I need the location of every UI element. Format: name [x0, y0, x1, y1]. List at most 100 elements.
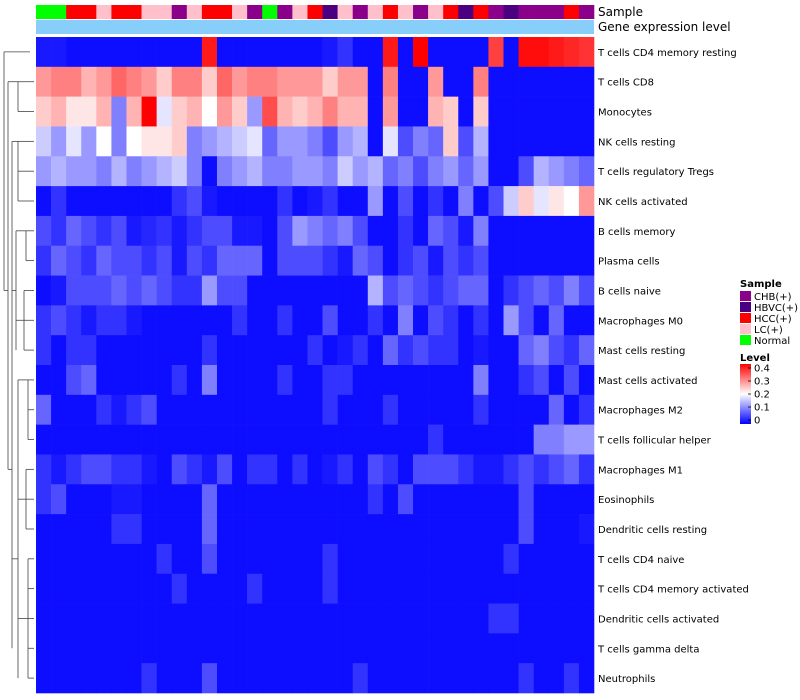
heatmap-cell [322, 365, 338, 396]
legend: Sample CHB(+)HBVC(+)HCC(+)LC(+)Normal Leve… [740, 279, 798, 427]
heatmap-cell [352, 424, 369, 455]
heatmap-cell [232, 454, 248, 485]
heatmap-cell [247, 37, 263, 68]
heatmap-cell [51, 603, 67, 634]
heatmap-cell [413, 454, 429, 485]
heatmap-cell [201, 156, 218, 187]
heatmap-cell [277, 215, 293, 247]
heatmap-cell [247, 454, 263, 485]
heatmap-cell [428, 37, 444, 68]
heatmap-cell [81, 633, 97, 664]
heatmap-cell [216, 275, 233, 306]
gene-expression-annotation-bar [36, 20, 594, 34]
heatmap-cell [216, 66, 233, 97]
sample-annotation-cell [36, 5, 52, 19]
heatmap-cell [201, 514, 218, 545]
sample-legend-swatch [740, 291, 751, 301]
heatmap-cell [413, 514, 429, 545]
heatmap-cell [322, 335, 338, 366]
heatmap-cell [171, 603, 188, 634]
heatmap-cell [216, 573, 233, 604]
heatmap-cell [473, 365, 489, 396]
heatmap-cell [262, 365, 278, 396]
heatmap-cell [488, 126, 504, 157]
heatmap-cell [382, 275, 399, 306]
heatmap-cell [352, 603, 369, 634]
heatmap-cell [473, 66, 489, 97]
heatmap-cell [292, 573, 308, 604]
heatmap-cell [473, 335, 489, 366]
heatmap-cell [277, 126, 293, 157]
heatmap-cell [473, 454, 489, 485]
heatmap-cell [352, 394, 369, 425]
heatmap-cell [352, 573, 369, 604]
heatmap-cell [428, 275, 444, 306]
heatmap-cell [548, 514, 565, 545]
heatmap-cell [201, 245, 218, 276]
heatmap-cell [533, 663, 550, 694]
heatmap-cell [81, 335, 97, 366]
heatmap-cell [186, 514, 203, 545]
heatmap-cell [533, 245, 550, 276]
heatmap-cell [518, 186, 534, 217]
heatmap-cell [126, 573, 142, 604]
heatmap-cell [397, 424, 414, 455]
heatmap-cell [111, 66, 127, 97]
heatmap-cell [548, 37, 565, 68]
heatmap-cell [277, 365, 293, 396]
heatmap-cell [322, 663, 338, 694]
heatmap-cell [292, 66, 308, 97]
heatmap-cell [548, 573, 565, 604]
heatmap-cell [413, 603, 429, 634]
heatmap-cell [111, 245, 127, 276]
heatmap-cell [292, 394, 308, 425]
heatmap-cell [382, 573, 399, 604]
heatmap-cell [397, 335, 414, 366]
heatmap-cell [156, 543, 173, 575]
heatmap-cell [322, 275, 338, 306]
heatmap-cell [458, 126, 474, 157]
row-label: T cells CD4 memory resting [597, 48, 737, 59]
heatmap-cell [503, 394, 519, 425]
heatmap-cell [397, 365, 414, 396]
heatmap-cell [66, 365, 82, 396]
heatmap-cell [322, 305, 338, 336]
level-legend-label: 0.1 [754, 403, 770, 414]
heatmap-cell [141, 96, 157, 127]
sample-annotation-cell [66, 5, 82, 19]
heatmap-cell [141, 484, 157, 515]
heatmap-cell [96, 186, 112, 217]
heatmap-cell [126, 215, 142, 247]
heatmap-cell [81, 484, 97, 515]
heatmap-cell [277, 543, 293, 575]
heatmap-cell [126, 424, 142, 455]
heatmap-cell [488, 335, 504, 366]
heatmap-cell [413, 126, 429, 157]
heatmap-cell [488, 633, 504, 664]
heatmap-cell [518, 603, 534, 634]
heatmap-cell [367, 603, 384, 634]
heatmap-cell [66, 454, 82, 485]
heatmap-cell [458, 454, 474, 485]
heatmap-cell [66, 275, 82, 306]
row-label: Plasma cells [598, 257, 660, 268]
heatmap-cell [111, 603, 127, 634]
heatmap-cell [533, 126, 550, 157]
heatmap-cell [563, 275, 580, 306]
heatmap-cell [428, 484, 444, 515]
heatmap-cell [277, 573, 293, 604]
heatmap-cell [186, 186, 203, 217]
heatmap-cell [307, 66, 323, 97]
heatmap-cell [126, 603, 142, 634]
heatmap-cell [126, 633, 142, 664]
heatmap-cell [96, 603, 112, 634]
heatmap-cell [292, 454, 308, 485]
heatmap-cell [578, 275, 595, 306]
heatmap-cell [352, 66, 369, 97]
heatmap-cell [277, 484, 293, 515]
heatmap-cell [141, 186, 157, 217]
row-label: Mast cells resting [598, 346, 685, 357]
heatmap-cell [322, 514, 338, 545]
heatmap-cell [548, 186, 565, 217]
heatmap-cell [292, 663, 308, 694]
